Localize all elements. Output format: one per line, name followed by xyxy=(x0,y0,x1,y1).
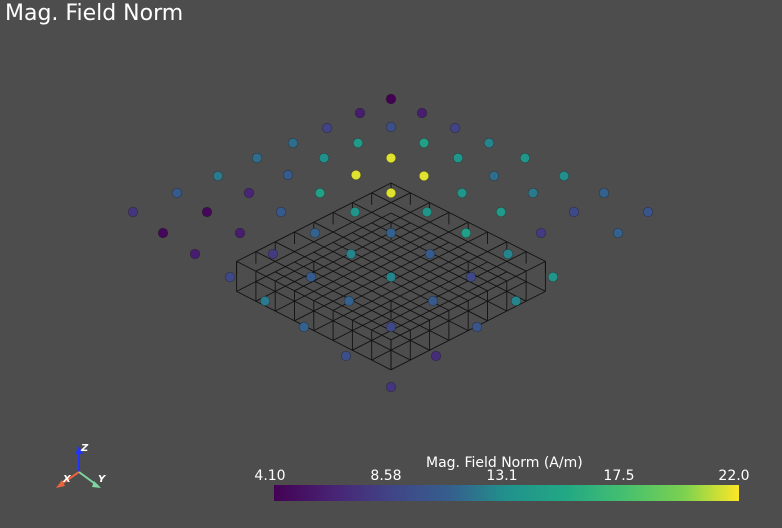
data-point xyxy=(157,227,169,239)
data-point xyxy=(385,321,397,333)
mesh-wireframe xyxy=(236,182,546,371)
data-point xyxy=(510,295,522,307)
data-point xyxy=(456,187,468,199)
data-point xyxy=(519,152,531,164)
data-point xyxy=(314,187,326,199)
data-point xyxy=(212,170,224,182)
data-point xyxy=(224,271,236,283)
data-point xyxy=(127,206,139,218)
data-point xyxy=(349,206,361,218)
data-point xyxy=(234,227,246,239)
colorbar-tick-max: 22.0 xyxy=(718,468,750,484)
colorbar-gradient xyxy=(274,485,739,501)
plot-title: Mag. Field Norm xyxy=(5,1,184,26)
data-point xyxy=(418,137,430,149)
data-point xyxy=(350,169,362,181)
data-point xyxy=(385,152,397,164)
data-point xyxy=(421,206,433,218)
data-point xyxy=(558,170,570,182)
data-point xyxy=(547,271,559,283)
data-point xyxy=(427,295,439,307)
data-point xyxy=(189,248,201,260)
colorbar-title: Mag. Field Norm (A/m) xyxy=(426,455,583,471)
data-point xyxy=(598,187,610,199)
data-point xyxy=(259,295,271,307)
data-point xyxy=(418,170,430,182)
data-point xyxy=(305,271,317,283)
data-point xyxy=(171,187,183,199)
data-point xyxy=(449,122,461,134)
data-point xyxy=(385,227,397,239)
point-cloud xyxy=(127,93,654,393)
data-point xyxy=(527,187,539,199)
data-point xyxy=(345,248,357,260)
data-point xyxy=(430,350,442,362)
data-point xyxy=(612,227,624,239)
data-point xyxy=(424,248,436,260)
data-point xyxy=(298,321,310,333)
colorbar-tick-min: 4.10 xyxy=(254,468,286,484)
data-point xyxy=(340,350,352,362)
data-point xyxy=(385,121,397,133)
data-point xyxy=(318,152,330,164)
data-point xyxy=(251,152,263,164)
data-point xyxy=(460,227,472,239)
data-point xyxy=(385,271,397,283)
data-point xyxy=(483,137,495,149)
x-axis-label: X xyxy=(62,474,72,485)
data-point xyxy=(354,107,366,119)
data-point xyxy=(568,206,580,218)
y-axis-head xyxy=(92,481,101,488)
data-point xyxy=(385,93,397,105)
data-point xyxy=(495,206,507,218)
z-axis-label: Z xyxy=(80,443,89,454)
data-point xyxy=(535,227,547,239)
y-axis-label: Y xyxy=(98,474,107,485)
data-point xyxy=(321,122,333,134)
data-point xyxy=(452,152,464,164)
data-point xyxy=(416,107,428,119)
data-point xyxy=(385,381,397,393)
data-point xyxy=(201,206,213,218)
data-point xyxy=(502,248,514,260)
data-point xyxy=(471,321,483,333)
data-point xyxy=(352,137,364,149)
data-point xyxy=(243,187,255,199)
data-point xyxy=(275,206,287,218)
data-point xyxy=(642,206,654,218)
z-axis-head xyxy=(75,446,83,454)
colorbar-tick-4: 17.5 xyxy=(603,468,635,484)
colorbar-tick-3: 13.1 xyxy=(486,468,518,484)
data-point xyxy=(309,227,321,239)
data-point xyxy=(488,170,500,182)
data-point xyxy=(465,271,477,283)
data-point xyxy=(282,169,294,181)
data-point xyxy=(343,295,355,307)
data-point xyxy=(267,248,279,260)
colorbar-tick-2: 8.58 xyxy=(370,468,402,484)
data-point xyxy=(385,187,397,199)
data-point xyxy=(287,137,299,149)
x-axis-head xyxy=(56,480,65,488)
orientation-axes-widget: Z X Y xyxy=(56,443,107,488)
